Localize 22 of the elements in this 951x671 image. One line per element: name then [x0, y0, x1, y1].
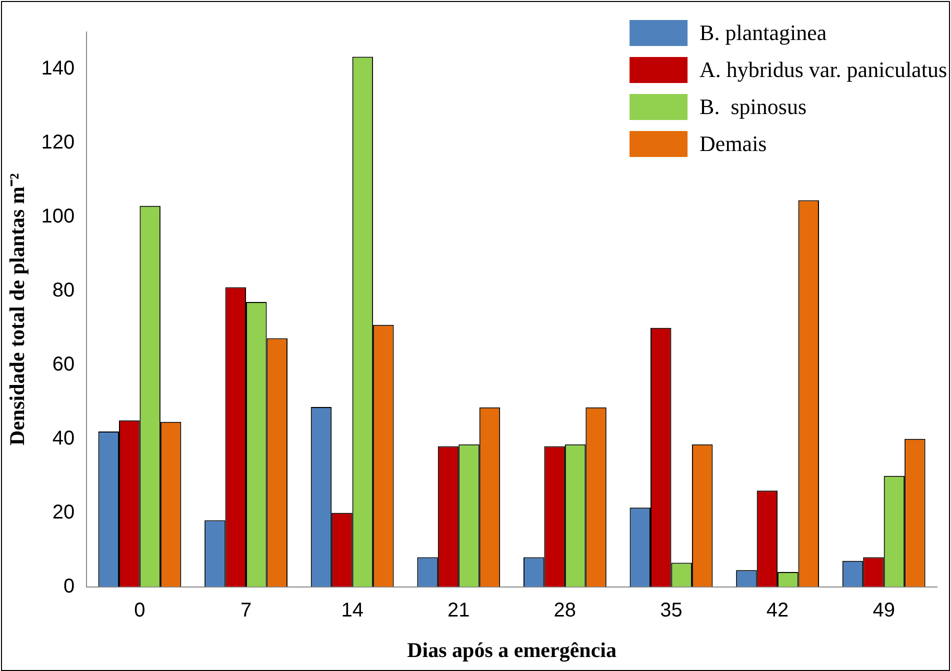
- x-tick-label: 28: [554, 599, 576, 622]
- y-tick-label: 100: [41, 205, 75, 228]
- x-axis-title: Dias após a emergência: [407, 638, 617, 662]
- legend-label: B. plantaginea: [700, 20, 827, 45]
- x-tick-label: 21: [448, 599, 470, 622]
- legend-label: Demais: [700, 130, 767, 156]
- x-tick-label: 14: [341, 599, 364, 622]
- legend-label: B. spinosus: [700, 94, 807, 119]
- x-tick-label: 7: [240, 599, 252, 622]
- x-tick-label: 0: [134, 599, 146, 622]
- legend-label: A. hybridus var. paniculatus: [700, 56, 948, 82]
- y-tick-label: 140: [41, 58, 75, 80]
- y-axis-title: Densidade total de plantas m⁻²: [5, 173, 30, 446]
- y-tick-label: 20: [52, 501, 75, 524]
- x-tick-label: 42: [766, 599, 789, 622]
- y-tick-label: 40: [52, 427, 75, 450]
- y-tick-label: 60: [52, 353, 75, 376]
- y-tick-label: 120: [41, 131, 75, 154]
- y-tick-label: 80: [52, 279, 75, 302]
- x-tick-label: 35: [660, 599, 682, 622]
- x-tick-label: 49: [872, 599, 895, 622]
- y-tick-label: 0: [63, 575, 75, 598]
